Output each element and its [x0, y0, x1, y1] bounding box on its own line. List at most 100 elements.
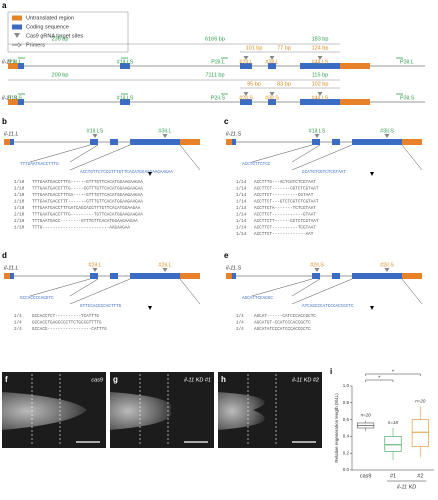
gene-name: il-11.L — [4, 131, 19, 137]
exon — [300, 99, 340, 105]
primer-label: P2il.S — [211, 95, 226, 101]
target-label: #2il.S — [380, 262, 394, 268]
primer-label: P1il.L — [8, 59, 22, 65]
allele-seq: GCCACCTGAGCCCCTTCTGCCGTTTTG — [32, 321, 102, 326]
primer-label: P2il.L — [211, 59, 225, 65]
utr — [180, 273, 200, 279]
exon — [90, 273, 98, 279]
panel-label: f — [5, 375, 8, 384]
y-tick-label: 0.0 — [343, 467, 350, 472]
distance-label: 7111 bp — [205, 72, 224, 78]
target-label: #3il.S — [265, 95, 279, 101]
allele-count: 1/14 — [236, 187, 247, 192]
legend-swatch — [12, 42, 22, 48]
ref-seq: AGCATTCCAGGC — [242, 296, 273, 301]
allele-count: 1/10 — [14, 226, 25, 231]
allele-count: 1/14 — [236, 226, 247, 231]
allele-seq: TTTGAATGACCTTTGATCAGCACGTTTGTTCACATGGAAG… — [32, 206, 141, 211]
target-site — [92, 134, 98, 138]
utr — [340, 99, 370, 105]
panel-label: g — [113, 375, 118, 384]
panel-label: b — [2, 117, 7, 126]
distance-label: 183 bp — [312, 36, 329, 42]
exon — [352, 273, 402, 279]
exon — [18, 99, 24, 105]
target-label: #3il.L — [265, 59, 278, 65]
panel-label: i — [330, 367, 332, 376]
allele-count: 2/10 — [14, 213, 25, 218]
x-tick-label: #2 — [417, 473, 423, 479]
tail — [2, 392, 87, 430]
n-label: n=20 — [415, 398, 426, 403]
significance-label: * — [378, 375, 381, 381]
panel-label: c — [224, 117, 229, 126]
target-label: #3il.S — [380, 128, 394, 134]
ref-seq: GTTCCACGCCACTTTG — [80, 304, 122, 309]
allele-seq: GCCACCTCT----------TCATTTG — [32, 314, 99, 319]
ref-seq: ACCTGTTCTCCGTTTGTTCACATGGAAGAAGAAGAA — [80, 170, 173, 175]
exon — [18, 63, 24, 69]
n-label: n=18 — [388, 420, 399, 425]
ref-seq: ATCAGCCCATCCCACCGCTC — [302, 304, 354, 309]
allele-count: 1/10 — [14, 187, 25, 192]
x-tick-label: cas9 — [360, 473, 372, 479]
exon — [130, 139, 180, 145]
allele-seq: AGCATATCCCATCCCACCGCTC — [254, 327, 311, 332]
panel-label: a — [2, 1, 7, 10]
allele-seq: TTTGAATGACC--------GTTTGTTCACATGGAAGAAGA… — [32, 219, 138, 224]
allele-seq: AGCATGT-CCATCCCACCGCTC — [254, 321, 311, 326]
gene-name: il-11.S — [2, 95, 18, 101]
primer-label: P3il.L — [400, 59, 414, 65]
allele-seq: ACCTTCT----------CGTAAT — [254, 193, 314, 198]
target-label: #2il.L — [239, 59, 252, 65]
n-label: n=20 — [361, 413, 372, 418]
cut-site — [148, 172, 152, 176]
allele-seq: ACCTTCT-------CGTCTCGTAAT — [254, 187, 319, 192]
exon — [232, 273, 236, 279]
ref-seq: TTTGAATGACCTTTG — [20, 162, 59, 167]
distance-label: 124 bp — [312, 45, 329, 51]
allele-seq: GCCACG-----------------CATTTG — [32, 327, 107, 332]
allele-count: 1/14 — [236, 219, 247, 224]
image-caption: il-11 KD #2 — [292, 377, 319, 383]
zoom-line — [29, 278, 201, 305]
exon — [268, 63, 276, 69]
group-label: il-11 KD — [397, 484, 416, 490]
cut-site — [370, 306, 374, 310]
allele-count: 1/10 — [14, 180, 25, 185]
target-site — [269, 92, 275, 96]
exon — [312, 139, 320, 145]
allele-count: 1/14 — [236, 206, 247, 211]
target-label: #2il.S — [239, 95, 253, 101]
target-site — [162, 134, 168, 138]
target-label: #4il.LS — [312, 59, 329, 65]
zoom-line — [251, 144, 423, 171]
legend-label: Coding sequence — [26, 24, 69, 30]
allele-seq: ACCTTCTA-------TCTCGTAAT — [254, 206, 316, 211]
exon — [300, 63, 340, 69]
cut-site — [148, 306, 152, 310]
image-caption: il-11 KD #1 — [184, 377, 211, 383]
exon — [110, 273, 118, 279]
legend-label: Untranslated region — [26, 15, 74, 21]
y-tick-label: 0.6 — [343, 417, 350, 422]
utr — [226, 139, 232, 145]
target-site — [314, 268, 320, 272]
exon — [130, 273, 180, 279]
y-tick-label: 1.0 — [343, 383, 350, 388]
ref-seq: GCCACCCCAGGTC — [20, 296, 54, 301]
utr — [8, 99, 18, 105]
allele-seq: TTTGAATGACCTTTG---------TGTTCACATGGAAGAA… — [32, 213, 143, 218]
allele-seq: ACCTTCT----------TCGTAAT — [254, 226, 316, 231]
image-caption: cas9 — [91, 377, 103, 383]
target-site — [269, 56, 275, 60]
exon — [352, 139, 402, 145]
target-label: #3il.L — [158, 128, 171, 134]
exon — [10, 273, 14, 279]
allele-seq: ACCTTCT------------GTAAT — [254, 213, 316, 218]
utr — [226, 273, 232, 279]
allele-seq: TTTG--------------------------AAGAAGAA — [32, 226, 130, 231]
exon — [240, 63, 252, 69]
panel-label: e — [224, 251, 229, 260]
